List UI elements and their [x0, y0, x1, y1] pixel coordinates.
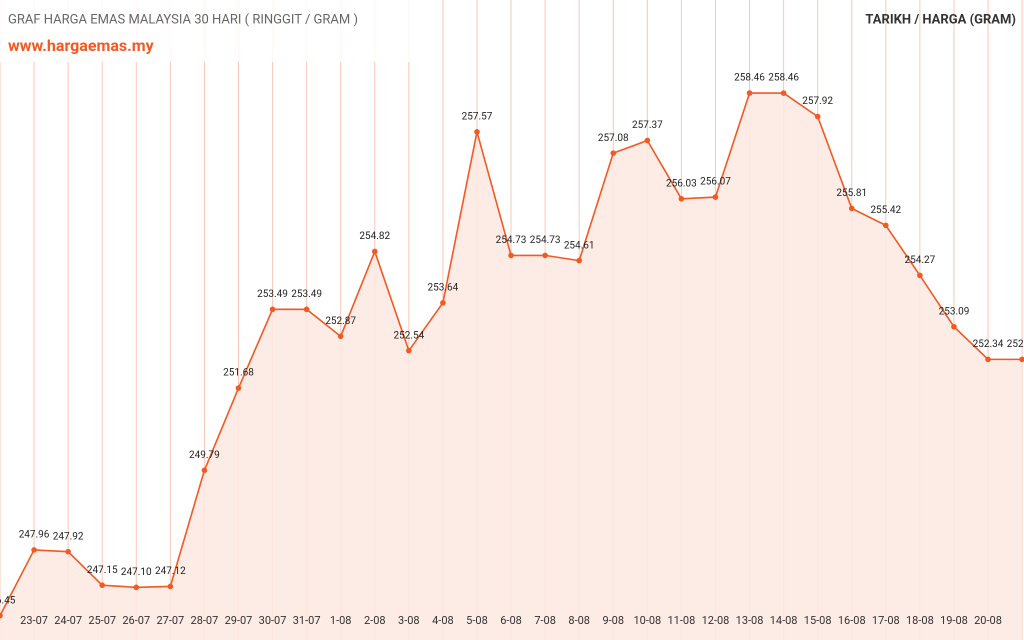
x-tick-label: 11-08 [668, 614, 696, 627]
x-tick-label: 26-07 [122, 614, 150, 627]
x-tick-label: 5-08 [466, 614, 488, 627]
point [167, 583, 174, 590]
value-label: 252.87 [325, 316, 356, 327]
value-label: 258.46 [734, 73, 765, 84]
value-label: 246.45 [0, 595, 16, 606]
point [65, 548, 71, 555]
point [746, 90, 753, 96]
value-label: 257.37 [632, 120, 663, 131]
x-tick-label: 23-07 [20, 614, 48, 627]
value-label: 249.79 [189, 450, 220, 461]
value-label: 252.54 [393, 330, 424, 341]
value-label: 258.46 [768, 73, 799, 84]
x-tick-label: 2-08 [364, 614, 386, 627]
x-tick-label: 12-08 [702, 614, 730, 627]
value-label: 254.73 [496, 235, 527, 246]
value-label: 256.03 [666, 178, 697, 189]
x-tick-label: 14-08 [770, 614, 798, 627]
value-label: 252.34 [973, 339, 1004, 350]
point [337, 333, 344, 340]
x-tick-label: 24-07 [54, 614, 82, 627]
x-tick-label: 3-08 [398, 614, 420, 627]
x-tick-label: 16-08 [838, 614, 866, 627]
point [133, 584, 140, 591]
x-tick-label: 13-08 [736, 614, 764, 627]
x-tick-label: 20-08 [974, 614, 1002, 627]
x-tick-label: 29-07 [225, 614, 253, 627]
x-tick-label: 10-08 [633, 614, 661, 627]
value-label: 254.82 [359, 231, 390, 242]
point [917, 272, 923, 279]
point [678, 196, 685, 202]
point [201, 467, 208, 474]
value-label: 257.08 [598, 133, 629, 144]
point [610, 150, 617, 156]
point [542, 252, 548, 259]
value-label: 257.57 [462, 111, 493, 122]
value-label: 252.34 [1007, 339, 1024, 350]
legend-label: TARIKH / HARGA (GRAM) [865, 12, 1016, 27]
point [644, 137, 651, 144]
x-tick-label: 27-07 [156, 614, 184, 627]
point [951, 323, 957, 330]
point [1019, 356, 1024, 363]
value-label: 251.68 [223, 368, 254, 379]
value-label: 253.49 [257, 289, 288, 300]
point [985, 356, 991, 363]
value-label: 255.42 [870, 205, 901, 216]
value-label: 247.96 [19, 530, 50, 541]
area [0, 93, 1023, 640]
x-tick-label: 31-07 [293, 614, 321, 627]
value-label: 247.92 [53, 531, 84, 542]
point [269, 306, 276, 313]
x-tick-label: 8-08 [568, 614, 590, 627]
value-label: 257.92 [802, 96, 833, 107]
point [712, 194, 719, 200]
value-label: 253.64 [428, 282, 459, 293]
point [883, 222, 889, 229]
point [508, 252, 514, 259]
point [235, 385, 242, 391]
point [814, 113, 821, 120]
x-tick-label: 30-07 [259, 614, 287, 627]
chart-subtitle: www.hargaemas.my [8, 36, 155, 55]
point [576, 257, 582, 264]
point [99, 582, 106, 588]
x-tick-label: 9-08 [602, 614, 624, 627]
value-label: 247.12 [155, 566, 186, 577]
x-tick-label: 7-08 [534, 614, 556, 627]
point [406, 347, 412, 354]
x-tick-label: 4-08 [432, 614, 454, 627]
point [0, 612, 3, 619]
value-label: 254.27 [905, 255, 936, 266]
x-tick-label: 17-08 [872, 614, 900, 627]
value-label: 254.73 [530, 235, 561, 246]
value-label: 253.09 [939, 306, 970, 317]
value-label: 247.10 [121, 567, 152, 578]
title-backdrop [0, 0, 440, 62]
x-tick-label: 1-08 [330, 614, 352, 627]
chart-title: GRAF HARGA EMAS MALAYSIA 30 HARI ( RINGG… [8, 12, 358, 27]
value-label: 247.15 [87, 565, 118, 576]
x-tick-label: 6-08 [500, 614, 522, 627]
x-tick-label: 15-08 [804, 614, 832, 627]
point [303, 306, 310, 313]
value-label: 254.61 [564, 240, 595, 251]
value-label: 253.49 [291, 289, 322, 300]
point [371, 248, 378, 255]
point [474, 129, 480, 135]
x-tick-label: 18-08 [906, 614, 934, 627]
value-label: 256.07 [700, 177, 731, 188]
x-tick-label: 28-07 [191, 614, 219, 627]
value-label: 255.81 [836, 188, 867, 199]
x-tick-label: 19-08 [940, 614, 968, 627]
point [440, 300, 446, 306]
point [31, 547, 37, 553]
point [780, 90, 787, 96]
x-tick-label: 25-07 [88, 614, 116, 627]
point [848, 205, 855, 212]
